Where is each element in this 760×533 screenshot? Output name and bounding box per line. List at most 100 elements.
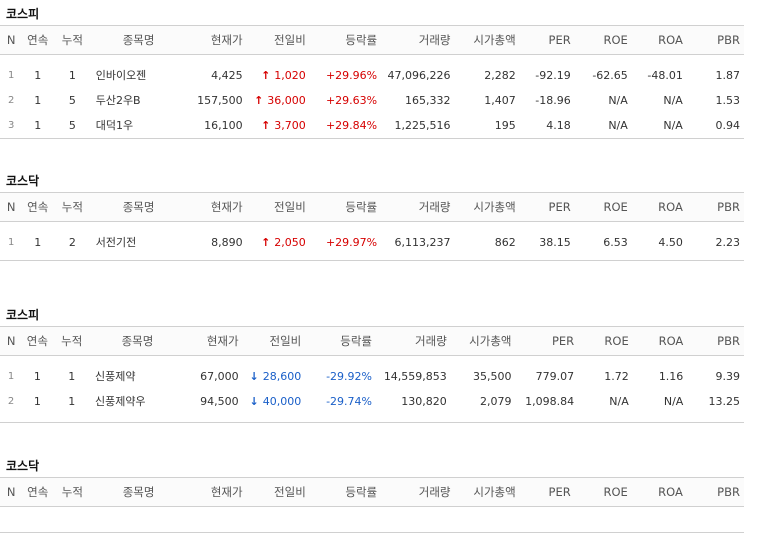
change-value: 40,000 xyxy=(262,395,302,408)
header-col-price[interactable]: 현재가 xyxy=(185,192,247,222)
header-col-per[interactable]: PER xyxy=(519,477,575,507)
change-value: 1,020 xyxy=(274,69,306,82)
header-col-rate[interactable]: 등락률 xyxy=(309,25,382,55)
change-amount: ↓ 28,600 xyxy=(243,356,306,390)
header-col-pbr[interactable]: PBR xyxy=(686,25,744,55)
change-rate: -29.74% xyxy=(326,395,372,408)
header-col-roa[interactable]: ROA xyxy=(632,326,688,356)
header-col-n[interactable]: N xyxy=(0,192,23,222)
section-title: 코스피 xyxy=(6,7,40,21)
table-row: 1 1 1 신풍제약 67,000 ↓ 28,600 -29.92% 14,559,853 35,… xyxy=(0,356,744,390)
trade-volume: 14,559,853 xyxy=(383,370,447,383)
header-col-change[interactable]: 전일비 xyxy=(242,326,306,356)
change-value: 2,050 xyxy=(274,236,306,249)
roe-value: N/A xyxy=(608,119,628,132)
header-col-mcap[interactable]: 시가총액 xyxy=(454,192,520,222)
header-col-streak[interactable]: 연속 xyxy=(22,477,53,507)
streak-count: 1 xyxy=(34,69,42,82)
header-col-roe[interactable]: ROE xyxy=(574,477,632,507)
stock-table: N 연속 누적 종목명 현재가 전일비 등락률 거래량 시가총액 PER ROE ROA PBR xyxy=(0,477,744,507)
header-col-change[interactable]: 전일비 xyxy=(246,477,310,507)
change-value: 3,700 xyxy=(274,119,306,132)
streak-count: 1 xyxy=(34,94,42,107)
cumulative-count: 1 xyxy=(68,69,76,82)
stock-name[interactable]: 서전기전 xyxy=(92,222,186,262)
header-col-rate[interactable]: 등락률 xyxy=(305,326,376,356)
row-number: 1 xyxy=(8,237,15,248)
header-col-streak[interactable]: 연속 xyxy=(22,192,53,222)
header-col-pbr[interactable]: PBR xyxy=(687,326,744,356)
change-rate: +29.63% xyxy=(325,94,378,107)
header-col-price[interactable]: 현재가 xyxy=(185,477,247,507)
header-col-n[interactable]: N xyxy=(0,477,23,507)
header-col-pbr[interactable]: PBR xyxy=(686,192,744,222)
header-col-volume[interactable]: 거래량 xyxy=(376,326,451,356)
header-col-roe[interactable]: ROE xyxy=(578,326,633,356)
stock-table: N 연속 누적 종목명 현재가 전일비 등락률 거래량 시가총액 PER ROE ROA PBR 1 1 1 신… xyxy=(0,326,744,420)
header-col-streak[interactable]: 연속 xyxy=(22,25,53,55)
row-number: 1 xyxy=(7,371,15,382)
per-value: 38.15 xyxy=(539,236,571,249)
row-number: 1 xyxy=(8,70,15,81)
stock-name-link[interactable]: 두산2우B xyxy=(95,94,141,107)
header-col-name[interactable]: 종목명 xyxy=(90,326,184,356)
header-col-volume[interactable]: 거래량 xyxy=(381,25,455,55)
header-col-per[interactable]: PER xyxy=(519,25,575,55)
market-cap: 1,407 xyxy=(484,94,516,107)
header-col-roa[interactable]: ROA xyxy=(631,477,687,507)
stock-name[interactable]: 인바이오젠 xyxy=(92,55,186,89)
row-number: 2 xyxy=(8,95,15,106)
header-col-rate[interactable]: 등락률 xyxy=(309,192,382,222)
header-col-n[interactable]: N xyxy=(0,25,23,55)
header-col-n[interactable]: N xyxy=(0,326,23,356)
header-col-mcap[interactable]: 시가총액 xyxy=(454,477,520,507)
header-col-roe[interactable]: ROE xyxy=(574,25,632,55)
header-col-per[interactable]: PER xyxy=(515,326,579,356)
header-col-cumulative[interactable]: 누적 xyxy=(52,192,92,222)
stock-name[interactable]: 두산2우B xyxy=(92,88,186,113)
section-title: 코스닥 xyxy=(6,174,40,188)
stock-name[interactable]: 대덕1우 xyxy=(92,113,186,144)
header-col-mcap[interactable]: 시가총액 xyxy=(450,326,516,356)
per-value: -18.96 xyxy=(535,94,571,107)
header-col-volume[interactable]: 거래량 xyxy=(381,477,455,507)
header-col-roa[interactable]: ROA xyxy=(631,192,687,222)
header-col-price[interactable]: 현재가 xyxy=(183,326,243,356)
header-col-streak[interactable]: 연속 xyxy=(22,326,53,356)
table-header-row: N 연속 누적 종목명 현재가 전일비 등락률 거래량 시가총액 PER ROE ROA PBR xyxy=(0,326,744,356)
stock-name[interactable]: 신풍제약 xyxy=(91,356,184,390)
change-rate: +29.84% xyxy=(325,119,378,132)
header-col-name[interactable]: 종목명 xyxy=(91,25,186,55)
header-col-roa[interactable]: ROA xyxy=(631,25,687,55)
header-col-name[interactable]: 종목명 xyxy=(91,192,186,222)
trade-volume: 47,096,226 xyxy=(387,69,451,82)
table-row: 3 1 5 대덕1우 16,100 ↑ 3,700 +29.84% 1,225,516 195 4.… xyxy=(0,113,744,144)
header-col-pbr[interactable]: PBR xyxy=(686,477,744,507)
header-col-price[interactable]: 현재가 xyxy=(185,25,247,55)
header-col-cumulative[interactable]: 누적 xyxy=(52,326,91,356)
stock-name-link[interactable]: 신풍제약우 xyxy=(94,395,146,408)
stock-name-link[interactable]: 서전기전 xyxy=(95,236,137,249)
market-cap: 2,282 xyxy=(484,69,516,82)
stock-name-link[interactable]: 신풍제약 xyxy=(94,370,136,383)
header-col-volume[interactable]: 거래량 xyxy=(381,192,455,222)
change-amount: ↑ 3,700 xyxy=(247,113,310,144)
pbr-value: 9.39 xyxy=(715,370,741,383)
cumulative-count: 1 xyxy=(68,370,76,383)
pbr-value: 13.25 xyxy=(708,395,741,408)
header-col-roe[interactable]: ROE xyxy=(574,192,632,222)
header-col-cumulative[interactable]: 누적 xyxy=(52,477,92,507)
stock-name-link[interactable]: 인바이오젠 xyxy=(95,69,147,82)
stock-name-link[interactable]: 대덕1우 xyxy=(95,119,134,132)
header-col-mcap[interactable]: 시가총액 xyxy=(454,25,520,55)
header-col-name[interactable]: 종목명 xyxy=(91,477,186,507)
header-col-cumulative[interactable]: 누적 xyxy=(52,25,92,55)
header-col-change[interactable]: 전일비 xyxy=(246,25,310,55)
header-col-change[interactable]: 전일비 xyxy=(246,192,310,222)
stock-name[interactable]: 신풍제약우 xyxy=(91,389,184,420)
header-col-rate[interactable]: 등락률 xyxy=(309,477,382,507)
roe-value: 6.53 xyxy=(603,236,628,249)
roe-value: 1.72 xyxy=(604,370,629,383)
arrow-up-icon: ↑ xyxy=(261,236,271,249)
header-col-per[interactable]: PER xyxy=(519,192,575,222)
